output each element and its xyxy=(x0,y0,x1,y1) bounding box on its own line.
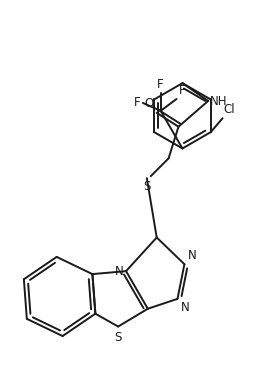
Text: S: S xyxy=(143,180,150,193)
Text: F: F xyxy=(178,84,185,97)
Text: Cl: Cl xyxy=(223,103,235,116)
Text: F: F xyxy=(157,78,164,91)
Text: F: F xyxy=(134,96,141,110)
Text: NH: NH xyxy=(210,96,228,108)
Text: N: N xyxy=(115,265,124,278)
Text: N: N xyxy=(181,301,189,314)
Text: S: S xyxy=(114,332,122,345)
Text: O: O xyxy=(145,97,154,110)
Text: N: N xyxy=(187,249,196,262)
